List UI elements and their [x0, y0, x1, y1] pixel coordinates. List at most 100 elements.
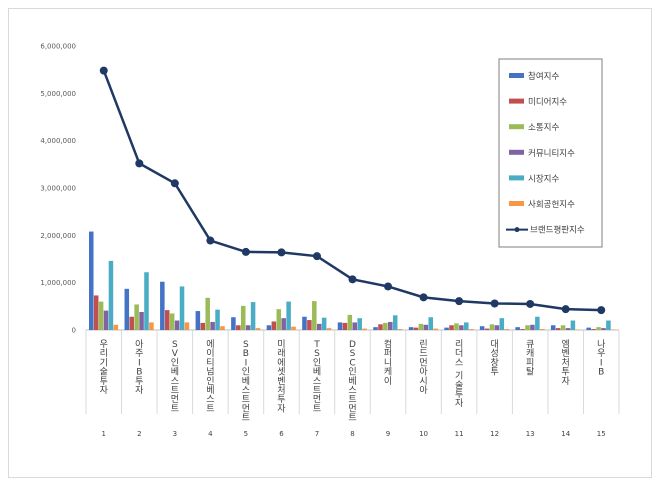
- bar-2-5: [236, 325, 241, 330]
- bar-4-5: [245, 325, 251, 330]
- bar-3-5: [240, 305, 246, 330]
- bar-6-11: [468, 329, 474, 330]
- bar-3-7: [312, 301, 317, 330]
- bar-6-13: [540, 329, 545, 330]
- y-tick-label: 1,000,000: [40, 279, 76, 287]
- bar-1-9: [373, 327, 378, 330]
- bar-4-9: [388, 321, 393, 330]
- bar-1-3: [160, 281, 165, 330]
- bar-6-12: [504, 329, 509, 330]
- bar-3-4: [205, 297, 210, 330]
- bar-4-7: [316, 323, 322, 330]
- legend-label-1: 참여지수: [528, 71, 559, 82]
- bar-4-10: [423, 324, 429, 330]
- bar-3-14: [560, 325, 566, 330]
- bar-4-15: [601, 328, 606, 330]
- legend-swatch-1: [509, 73, 524, 78]
- bar-5-12: [499, 318, 505, 330]
- bar-4-8: [352, 322, 358, 330]
- bar-6-10: [433, 328, 438, 330]
- legend-swatch-3: [509, 124, 524, 130]
- y-tick-label: 0: [72, 327, 76, 335]
- bar-5-3: [179, 286, 185, 330]
- bar-5-9: [392, 315, 398, 330]
- bar-3-15: [596, 327, 601, 330]
- bar-4-2: [139, 312, 144, 330]
- y-tick-label: 2,000,000: [40, 232, 76, 240]
- bar-2-2: [129, 316, 134, 330]
- bar-4-3: [174, 320, 180, 330]
- bar-2-12: [484, 328, 490, 330]
- bar-3-1: [98, 301, 104, 330]
- legend-label-7: 브랜드평판지수: [530, 225, 585, 236]
- rank-label-9: 9: [386, 430, 390, 438]
- rank-label-6: 6: [279, 430, 284, 438]
- chart-frame: 0 1,000,000 2,000,000 3,000,000 4,000,000 5,0…: [8, 8, 652, 478]
- bar-3-10: [418, 323, 424, 330]
- bar-5-7: [321, 317, 327, 330]
- bar-1-7: [302, 316, 307, 330]
- y-tick-label: 4,000,000: [40, 137, 76, 145]
- brand-reputation-point-8: [348, 275, 357, 284]
- bar-3-3: [169, 313, 175, 330]
- rank-label-8: 8: [350, 430, 354, 438]
- bar-6-3: [184, 322, 190, 330]
- legend-label-5: 시장지수: [528, 173, 559, 184]
- bar-3-9: [383, 322, 388, 330]
- legend-label-2: 미디어지수: [528, 97, 567, 108]
- rank-label-7: 7: [315, 430, 319, 438]
- brand-reputation-point-13: [526, 299, 535, 308]
- brand-reputation-point-4: [206, 236, 215, 245]
- bar-2-13: [520, 329, 525, 330]
- legend-swatch-6: [509, 201, 524, 206]
- legend-label-6: 사회공헌지수: [528, 200, 575, 210]
- bar-3-2: [134, 304, 139, 330]
- brand-reputation-point-5: [241, 247, 250, 256]
- bar-4-13: [530, 324, 535, 330]
- y-tick-label: 3,000,000: [40, 185, 76, 193]
- bar-1-4: [195, 311, 201, 330]
- bar-5-15: [606, 320, 611, 330]
- bar-1-8: [337, 322, 343, 330]
- rank-label-2: 2: [137, 430, 141, 438]
- bar-3-6: [276, 309, 282, 330]
- bar-1-5: [231, 317, 236, 330]
- bar-4-12: [494, 325, 500, 330]
- bar-1-1: [89, 231, 94, 330]
- bar-4-11: [459, 325, 464, 330]
- bar-2-11: [449, 325, 454, 330]
- bar-1-2: [124, 288, 130, 330]
- bar-5-10: [428, 317, 434, 330]
- bar-5-6: [286, 301, 291, 330]
- rank-label-12: 12: [490, 430, 499, 438]
- legend-swatch-marker: [514, 227, 520, 233]
- brand-reputation-point-7: [312, 252, 321, 261]
- bar-2-6: [271, 321, 277, 330]
- rank-label-1: 1: [102, 430, 106, 438]
- rank-label-11: 11: [455, 430, 464, 438]
- bar-1-11: [444, 327, 449, 330]
- legend-box: [498, 58, 603, 248]
- y-tick-label: 5,000,000: [40, 90, 76, 98]
- bar-2-10: [413, 327, 419, 330]
- brand-reputation-point-2: [135, 159, 144, 168]
- y-tick-label: 6,000,000: [40, 43, 76, 51]
- rank-label-3: 3: [173, 430, 177, 438]
- bar-6-9: [397, 329, 403, 330]
- brand-reputation-point-1: [99, 66, 108, 75]
- bar-1-14: [550, 325, 556, 330]
- bar-3-8: [347, 314, 353, 330]
- legend-swatch-5: [509, 175, 524, 181]
- bar-5-14: [570, 320, 576, 330]
- legend-label-4: 커뮤니티지수: [528, 148, 575, 159]
